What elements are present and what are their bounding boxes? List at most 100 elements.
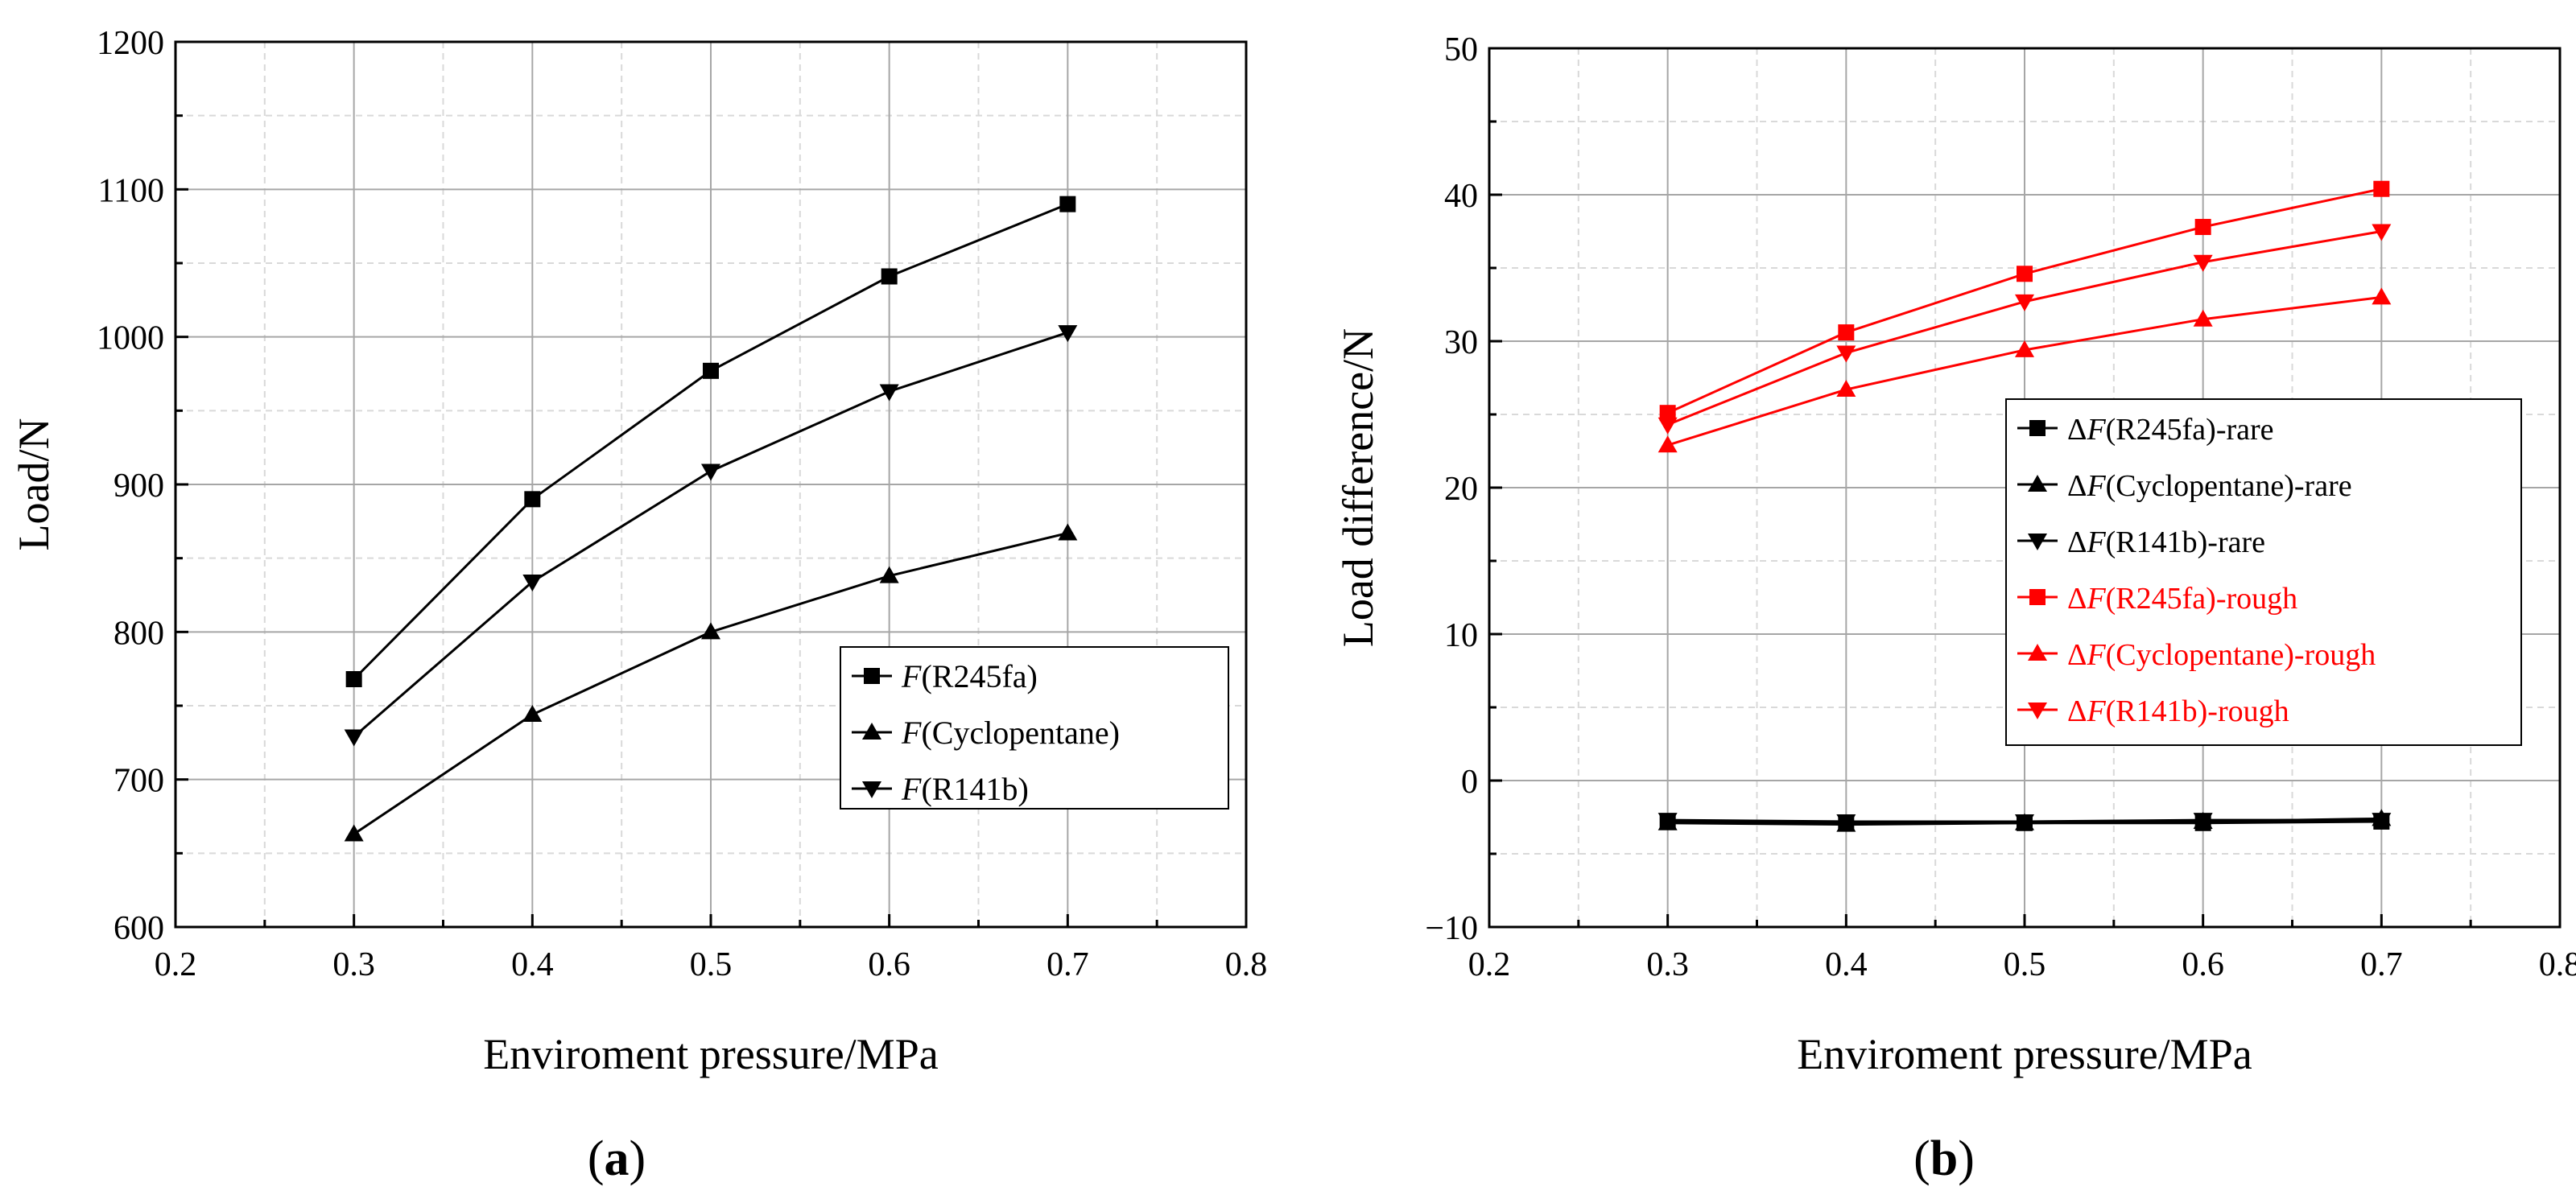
x-tick-label: 0.3	[332, 946, 375, 983]
legend-label-rest: (R141b)-rough	[2106, 694, 2289, 728]
legend-marker	[2029, 589, 2046, 605]
y-tick-label: 1000	[97, 320, 164, 357]
legend-marker	[864, 668, 880, 684]
legend-label-rest: (R245fa)	[921, 658, 1037, 694]
data-point	[344, 729, 364, 747]
y-tick-label: 1100	[98, 172, 164, 209]
data-point	[2193, 813, 2213, 830]
legend-label: ΔF(Cyclopentane)-rough	[2067, 638, 2376, 672]
legend-label-rest: (Cyclopentane)-rough	[2106, 638, 2376, 672]
x-axis-label: Enviroment pressure/MPa	[1797, 1030, 2252, 1078]
legend-label-prefix: Δ	[2067, 413, 2087, 447]
y-tick-label: 0	[1461, 764, 1478, 801]
legend-label-italic: F	[901, 715, 922, 751]
data-point	[2193, 254, 2213, 272]
data-point	[2015, 814, 2034, 831]
series-1	[344, 523, 1078, 842]
legend-item-1: F(Cyclopentane)	[852, 715, 1120, 751]
data-point	[524, 491, 541, 508]
data-point	[1836, 380, 1856, 398]
data-point	[881, 268, 898, 285]
data-point	[2373, 180, 2390, 197]
y-tick-label: 600	[114, 910, 164, 947]
legend: F(R245fa)F(Cyclopentane)F(R141b)	[840, 646, 1229, 810]
legend-label-italic: F	[901, 771, 922, 807]
legend-label-rest: (R141b)-rare	[2106, 525, 2265, 559]
series-4	[1657, 287, 2392, 453]
legend-label: ΔF(Cyclopentane)-rare	[2067, 469, 2352, 503]
y-tick-label: 20	[1444, 471, 1478, 508]
legend-label-rest: (R141b)	[921, 771, 1028, 807]
y-tick-label: 1200	[97, 25, 164, 62]
x-axis-label: Enviroment pressure/MPa	[483, 1030, 938, 1078]
y-tick-label: 40	[1444, 178, 1478, 215]
data-point	[1657, 813, 1678, 830]
x-tick-label: 0.4	[511, 946, 554, 983]
series-2	[1657, 813, 2392, 831]
x-tick-label: 0.2	[1468, 946, 1511, 983]
data-point	[2015, 340, 2034, 357]
panel-label-close: )	[1958, 1131, 1975, 1186]
x-tick-label: 0.5	[2004, 946, 2046, 983]
legend-label-rest: (R245fa)-rough	[2106, 582, 2297, 616]
panel-label: (a)	[588, 1131, 646, 1186]
legend-item-3: ΔF(R245fa)-rough	[2017, 582, 2297, 616]
legend-marker	[2028, 475, 2047, 492]
chart-panel-b: 0.2 0.3 0.4 0.5 0.6 0.7 0.8 −10 0 10 20 30 40 50 Envir…	[1334, 31, 2576, 1186]
y-axis-label: Load/N	[10, 418, 58, 551]
data-point	[522, 575, 543, 591]
data-point	[879, 566, 899, 583]
data-point	[344, 824, 364, 842]
legend-marker	[862, 723, 881, 740]
legend: ΔF(R245fa)-rareΔF(Cyclopentane)-rareΔF(R…	[2005, 398, 2522, 746]
panel-label-open: (	[588, 1131, 605, 1186]
legend-label: ΔF(R141b)-rough	[2067, 694, 2289, 728]
legend-box	[840, 646, 1229, 810]
y-tick-label: 50	[1444, 31, 1478, 68]
legend-label: F(Cyclopentane)	[901, 715, 1120, 751]
data-point	[2372, 813, 2392, 830]
legend-label-rest: (Cyclopentane)-rare	[2106, 469, 2352, 503]
legend-item-0: F(R245fa)	[852, 658, 1038, 694]
x-tick-label: 0.8	[1225, 946, 1268, 983]
legend-label-italic: F	[2086, 413, 2106, 447]
legend-box	[2005, 398, 2522, 746]
data-point	[1836, 814, 1856, 831]
chart-panel-a: 0.2 0.3 0.4 0.5 0.6 0.7 0.8 600 700 800 900 1000 110…	[10, 25, 1267, 1186]
panel-label-letter: a	[605, 1131, 630, 1186]
x-tick-label: 0.2	[155, 946, 197, 983]
legend-marker	[862, 781, 881, 798]
data-point	[1059, 196, 1076, 212]
legend-marker	[2028, 703, 2047, 719]
y-tick-label: 30	[1444, 324, 1478, 361]
x-tick-label: 0.3	[1646, 946, 1689, 983]
legend-label-rest: (Cyclopentane)	[921, 715, 1120, 751]
series-2	[344, 325, 1078, 747]
legend-label-italic: F	[2086, 694, 2106, 728]
legend-label-prefix: Δ	[2067, 469, 2087, 503]
panel-label-letter: b	[1930, 1131, 1958, 1186]
legend-label-prefix: Δ	[2067, 694, 2087, 728]
axis-ticks: 0.2 0.3 0.4 0.5 0.6 0.7 0.8 −10 0 10 20 30 40 50	[1425, 31, 2576, 983]
panel-label-open: (	[1913, 1131, 1930, 1186]
legend-label: ΔF(R141b)-rare	[2067, 525, 2265, 559]
y-tick-label: 700	[114, 763, 164, 800]
legend-label-prefix: Δ	[2067, 525, 2087, 559]
legend-item-5: ΔF(R141b)-rough	[2017, 694, 2289, 728]
x-tick-label: 0.4	[1825, 946, 1868, 983]
data-point	[1058, 523, 1078, 541]
data-point	[2372, 287, 2392, 305]
y-tick-label: 800	[114, 615, 164, 652]
legend-label-italic: F	[2086, 525, 2106, 559]
legend-label: F(R245fa)	[901, 658, 1038, 694]
data-point	[2017, 266, 2033, 282]
data-point	[701, 464, 720, 481]
legend-label-italic: F	[2086, 582, 2106, 616]
data-point	[1838, 324, 1855, 341]
legend-label: F(R141b)	[901, 771, 1029, 807]
x-tick-label: 0.6	[2182, 946, 2224, 983]
data-point	[701, 622, 720, 640]
panel-label-close: )	[630, 1131, 646, 1186]
legend-label: ΔF(R245fa)-rare	[2067, 413, 2274, 447]
